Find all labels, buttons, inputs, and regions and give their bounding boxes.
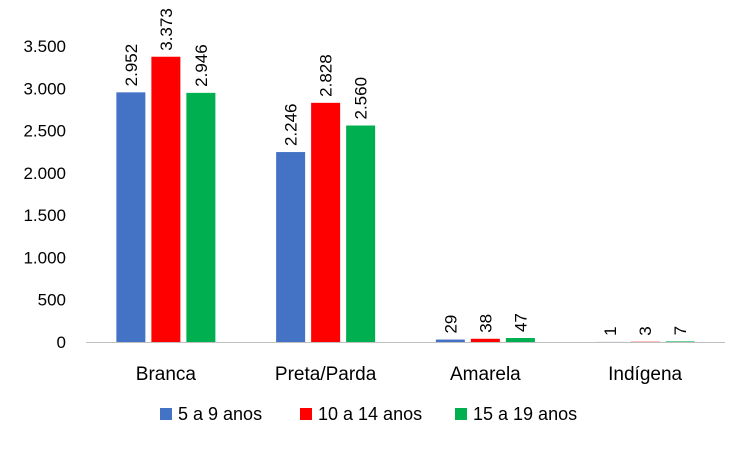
data-label: 7 bbox=[671, 326, 690, 335]
bar bbox=[311, 102, 341, 342]
legend-item: 5 a 9 anos bbox=[160, 404, 262, 424]
data-label: 2.560 bbox=[352, 77, 371, 120]
x-axis: Branca Preta/Parda Amarela Indígena bbox=[86, 342, 725, 385]
data-label: 47 bbox=[511, 313, 530, 332]
legend-label: 10 a 14 anos bbox=[318, 404, 422, 424]
bar bbox=[346, 125, 376, 342]
legend-label: 5 a 9 anos bbox=[178, 404, 262, 424]
bar bbox=[276, 152, 306, 342]
bar bbox=[186, 92, 216, 342]
data-label: 1 bbox=[601, 326, 620, 335]
data-label: 38 bbox=[476, 314, 495, 333]
legend-item: 15 a 19 anos bbox=[455, 404, 577, 424]
y-tick-label: 3.500 bbox=[23, 37, 66, 56]
y-tick-label: 500 bbox=[38, 291, 66, 310]
legend-label: 15 a 19 anos bbox=[473, 404, 577, 424]
bar bbox=[116, 92, 146, 342]
x-category-label: Preta/Parda bbox=[275, 364, 377, 385]
y-tick-label: 0 bbox=[57, 333, 66, 352]
legend-swatch bbox=[455, 408, 467, 420]
y-tick-label: 2.000 bbox=[23, 164, 66, 183]
bar bbox=[505, 338, 535, 342]
data-label: 3 bbox=[636, 326, 655, 335]
legend-item: 10 a 14 anos bbox=[300, 404, 422, 424]
data-label: 29 bbox=[441, 315, 460, 334]
y-tick-label: 2.500 bbox=[23, 122, 66, 141]
data-labels: 2.952 3.373 2.946 2.246 2.828 2.560 29 38 47 1 3 7 bbox=[122, 8, 690, 336]
bar bbox=[470, 338, 500, 342]
data-label: 3.373 bbox=[157, 8, 176, 51]
y-axis: 0 500 1.000 1.500 2.000 2.500 3.000 3.500 bbox=[23, 37, 66, 352]
data-label: 2.246 bbox=[282, 104, 301, 147]
x-category-label: Amarela bbox=[450, 364, 521, 385]
y-tick-label: 3.000 bbox=[23, 79, 66, 98]
data-label: 2.952 bbox=[122, 44, 141, 87]
y-tick-label: 1.500 bbox=[23, 206, 66, 225]
data-label: 2.828 bbox=[317, 54, 336, 97]
data-label: 2.946 bbox=[192, 44, 211, 87]
bar bbox=[665, 341, 695, 342]
legend: 5 a 9 anos 10 a 14 anos 15 a 19 anos bbox=[160, 404, 577, 424]
legend-swatch bbox=[300, 408, 312, 420]
x-category-label: Indígena bbox=[608, 364, 682, 385]
bars bbox=[116, 56, 695, 342]
legend-swatch bbox=[160, 408, 172, 420]
y-tick-label: 1.000 bbox=[23, 248, 66, 267]
bar bbox=[435, 339, 465, 342]
bar bbox=[151, 56, 181, 342]
x-category-label: Branca bbox=[136, 364, 197, 385]
